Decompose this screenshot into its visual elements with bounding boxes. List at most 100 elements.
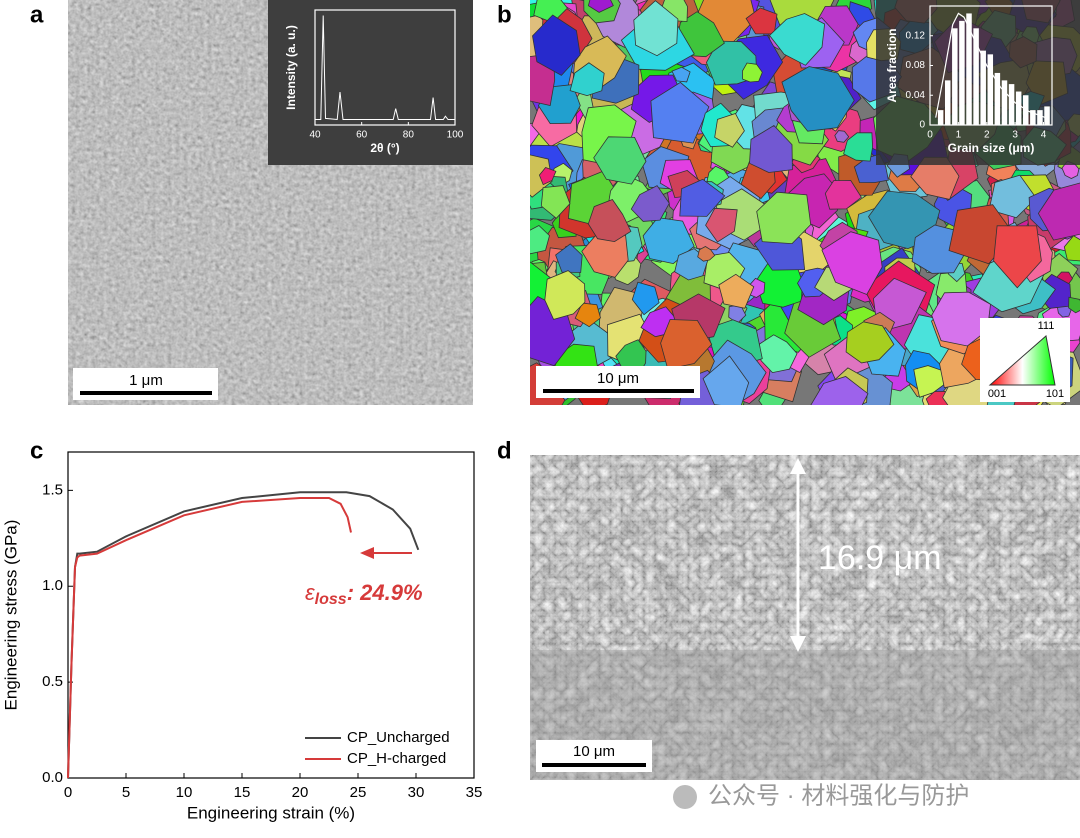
x-tick-label: 30 xyxy=(408,784,425,801)
bar xyxy=(1044,106,1050,125)
panel-label: a xyxy=(30,1,44,28)
thickness-label: 16.9 μm xyxy=(818,539,942,577)
bar xyxy=(1015,91,1022,125)
bar xyxy=(973,28,979,125)
grain xyxy=(756,191,812,245)
grain xyxy=(633,0,679,57)
annotation-text: : 24.9% xyxy=(347,580,423,605)
grain xyxy=(821,231,883,295)
annotation-subscript: loss xyxy=(315,591,347,608)
ipf-label: 111 xyxy=(1038,320,1055,332)
bar xyxy=(937,110,944,125)
grain xyxy=(702,355,750,405)
watermark: 公众号 · 材料强化与防护 xyxy=(708,782,969,809)
grain xyxy=(679,178,726,217)
x-tick-label: 5 xyxy=(122,784,130,801)
arrow-head xyxy=(360,547,374,559)
annotation: εloss: 24.9% xyxy=(305,580,423,608)
grain xyxy=(650,81,710,144)
x-tick-label: 20 xyxy=(292,784,309,801)
grain xyxy=(540,185,571,219)
x-tick-label: 40 xyxy=(309,130,321,141)
scale-bar-label: 1 μm xyxy=(129,372,163,389)
grain xyxy=(631,281,660,316)
grain xyxy=(574,302,601,328)
bar xyxy=(1008,84,1015,125)
y-tick-label: 1.0 xyxy=(42,577,63,594)
grain xyxy=(931,291,991,347)
x-tick-label: 80 xyxy=(403,130,415,141)
legend-label: CP_Uncharged xyxy=(347,729,450,746)
grain xyxy=(768,13,826,66)
y-tick-label: 0.0 xyxy=(42,769,63,786)
x-tick-label: 60 xyxy=(356,130,368,141)
x-tick-label: 2 xyxy=(984,130,990,141)
x-tick-label: 10 xyxy=(176,784,193,801)
x-tick-label: 100 xyxy=(447,130,464,141)
bar xyxy=(1030,110,1036,125)
line xyxy=(315,15,455,121)
grain xyxy=(697,246,716,262)
grain xyxy=(742,62,763,83)
grain xyxy=(581,231,629,278)
y-axis-label: Area fraction xyxy=(885,28,899,102)
panel-label: b xyxy=(497,1,512,28)
grain xyxy=(1068,296,1080,314)
bar xyxy=(1023,95,1029,125)
x-tick-label: 25 xyxy=(350,784,367,801)
grain xyxy=(781,66,855,132)
grain xyxy=(587,0,614,13)
legend-label: CP_H-charged xyxy=(347,750,446,767)
scale-bar-label: 10 μm xyxy=(597,370,639,387)
y-axis-label: Intensity (a. u.) xyxy=(284,25,298,110)
grain xyxy=(530,225,550,255)
y-tick-label: 0.04 xyxy=(906,90,926,101)
x-tick-label: 35 xyxy=(466,784,483,801)
grain xyxy=(569,62,605,97)
bar xyxy=(1037,110,1043,125)
bar xyxy=(980,50,986,125)
x-axis-label: 2θ (°) xyxy=(370,141,399,155)
grain xyxy=(845,321,895,364)
grain xyxy=(714,113,745,148)
line xyxy=(67,497,352,779)
bar xyxy=(1001,80,1008,125)
y-tick-label: 0.5 xyxy=(42,673,63,690)
bar xyxy=(959,20,965,125)
grain xyxy=(660,319,713,370)
grain xyxy=(843,132,874,162)
grain xyxy=(671,66,691,83)
bar xyxy=(994,72,1001,125)
grain xyxy=(824,179,862,210)
plot-frame xyxy=(67,451,475,779)
x-tick-label: 4 xyxy=(1041,130,1047,141)
plot-frame xyxy=(314,9,456,126)
grain xyxy=(630,185,670,222)
bar xyxy=(966,13,972,125)
scale-bar-label: 10 μm xyxy=(573,743,615,760)
grain xyxy=(593,136,647,185)
xrd-inset xyxy=(268,0,473,165)
grain xyxy=(834,130,850,143)
y-tick-label: 0.08 xyxy=(906,60,926,71)
x-tick-label: 0 xyxy=(927,130,933,141)
grain xyxy=(544,270,586,320)
panel-label: d xyxy=(497,437,512,464)
arrow-head xyxy=(790,458,806,474)
x-tick-label: 15 xyxy=(234,784,251,801)
y-tick-label: 0.12 xyxy=(906,30,926,41)
grain xyxy=(913,365,945,398)
grain xyxy=(642,217,695,265)
grain xyxy=(705,207,738,243)
bar xyxy=(952,28,958,125)
annotation-symbol: ε xyxy=(305,580,315,605)
bar xyxy=(944,80,951,125)
grain xyxy=(587,199,632,243)
x-axis-label: Grain size (μm) xyxy=(948,141,1035,155)
y-axis-label: Engineering stress (GPa) xyxy=(1,520,20,711)
grain xyxy=(1037,182,1080,241)
grain xyxy=(993,225,1042,289)
grain xyxy=(988,174,1037,219)
line xyxy=(935,12,1050,120)
